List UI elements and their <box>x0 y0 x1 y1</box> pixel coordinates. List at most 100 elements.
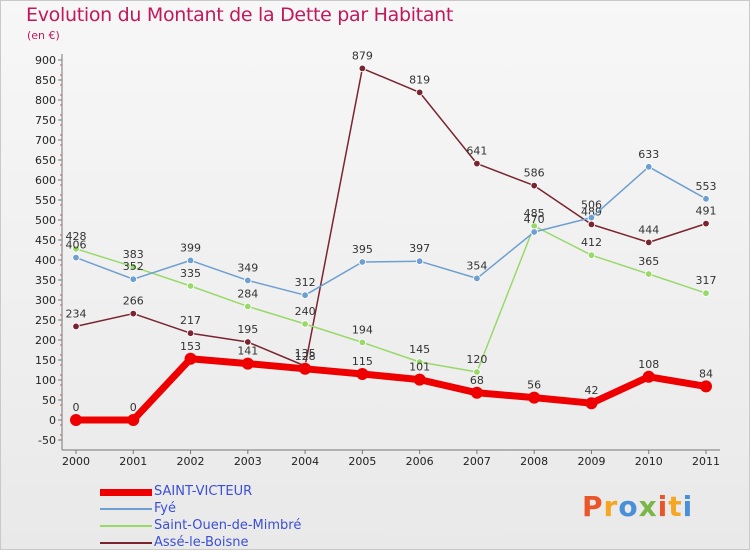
data-point <box>358 258 367 266</box>
data-point <box>700 380 712 393</box>
data-point <box>241 357 254 370</box>
x-tick-label: 2003 <box>234 455 262 468</box>
y-tick-label: 50 <box>42 394 56 407</box>
data-label: 399 <box>180 241 201 254</box>
data-point <box>72 322 80 331</box>
legend-label: Saint-Ouen-de-Mimbré <box>154 518 302 533</box>
data-label: 383 <box>123 248 144 261</box>
data-label: 0 <box>130 401 137 414</box>
data-label: 141 <box>237 345 258 358</box>
y-tick-label: 600 <box>35 174 56 187</box>
data-label: 506 <box>581 199 602 212</box>
data-point <box>184 352 197 365</box>
data-label: 395 <box>352 243 373 256</box>
y-tick-label: 800 <box>35 94 56 107</box>
logo-letter: P <box>582 490 604 523</box>
x-tick-label: 2006 <box>406 455 434 468</box>
data-point <box>585 397 598 410</box>
data-point <box>244 338 252 346</box>
data-label: 194 <box>352 323 373 336</box>
data-label: 444 <box>638 223 659 236</box>
data-label: 135 <box>295 347 316 360</box>
x-tick-label: 2005 <box>348 455 376 468</box>
data-label: 317 <box>696 274 717 287</box>
data-point <box>129 309 137 318</box>
data-label: 349 <box>237 261 258 274</box>
logo-letter: o <box>618 490 639 523</box>
y-tick-label: 350 <box>35 274 56 287</box>
data-label: 128 <box>295 350 316 363</box>
x-tick-label: 2011 <box>692 455 720 468</box>
data-label: 470 <box>524 213 545 226</box>
data-label: 234 <box>66 307 87 320</box>
data-label: 485 <box>524 207 545 220</box>
data-label: 819 <box>409 73 430 86</box>
legend-swatch <box>100 508 152 510</box>
data-point <box>356 368 369 380</box>
data-label: 633 <box>638 148 659 161</box>
data-label: 84 <box>699 367 713 380</box>
y-tick-label: 850 <box>35 74 56 87</box>
legend-swatch <box>100 542 152 544</box>
data-label: 0 <box>73 401 80 414</box>
legend-label: Assé-le-Boisne <box>154 535 249 550</box>
data-label: 879 <box>352 49 373 62</box>
y-tick-label: 400 <box>35 254 56 267</box>
data-point <box>473 159 481 168</box>
series-line-ass-le-boisne <box>75 67 707 367</box>
series-line-fy- <box>75 166 707 296</box>
chart-title: Evolution du Montant de la Dette par Hab… <box>26 4 454 26</box>
data-point <box>702 289 710 297</box>
logo-letter: i <box>682 490 694 523</box>
data-label: 217 <box>180 314 201 327</box>
data-label: 406 <box>66 239 87 252</box>
x-tick-label: 2008 <box>520 455 548 468</box>
y-tick-label: 900 <box>35 54 56 67</box>
x-tick-label: 2010 <box>635 455 663 468</box>
data-label: 586 <box>524 167 545 180</box>
y-tick-label: 450 <box>35 234 56 247</box>
data-point <box>470 386 483 399</box>
y-tick-label: 750 <box>35 114 56 127</box>
data-label: 412 <box>581 236 602 249</box>
data-point <box>72 245 80 253</box>
data-label: 428 <box>66 230 87 243</box>
data-point <box>473 274 481 283</box>
data-point <box>642 370 655 383</box>
y-tick-label: 650 <box>35 154 56 167</box>
data-point <box>244 276 252 285</box>
logo-letter: i <box>657 490 669 523</box>
data-point <box>530 181 538 190</box>
data-label: 115 <box>352 355 373 368</box>
data-point <box>415 257 424 265</box>
y-tick-label: 200 <box>35 334 56 347</box>
data-label: 120 <box>466 353 487 366</box>
y-tick-label: 100 <box>35 374 56 387</box>
logo-letter: x <box>638 490 658 523</box>
legend-label: Fyé <box>154 501 176 516</box>
data-label: 42 <box>584 384 598 397</box>
y-tick-label: -50 <box>38 434 56 447</box>
chart-subtitle: (en €) <box>27 29 60 42</box>
data-label: 145 <box>409 343 430 356</box>
data-label: 491 <box>696 205 717 218</box>
y-tick-label: 500 <box>35 214 56 227</box>
data-point <box>72 253 80 262</box>
data-point <box>645 163 653 171</box>
data-label: 641 <box>466 145 487 158</box>
data-point <box>587 213 596 222</box>
data-point <box>702 219 710 228</box>
data-point <box>301 291 309 299</box>
data-point <box>413 373 426 386</box>
legend-swatch <box>100 525 152 527</box>
data-point <box>244 302 252 311</box>
data-label: 195 <box>237 323 258 336</box>
logo-letter: t <box>668 490 683 523</box>
series-line-saint-victeur <box>72 355 710 424</box>
data-label: 266 <box>123 295 144 308</box>
data-point <box>702 195 710 203</box>
data-label: 553 <box>696 180 717 193</box>
data-label: 108 <box>638 358 659 371</box>
data-point <box>473 368 481 376</box>
